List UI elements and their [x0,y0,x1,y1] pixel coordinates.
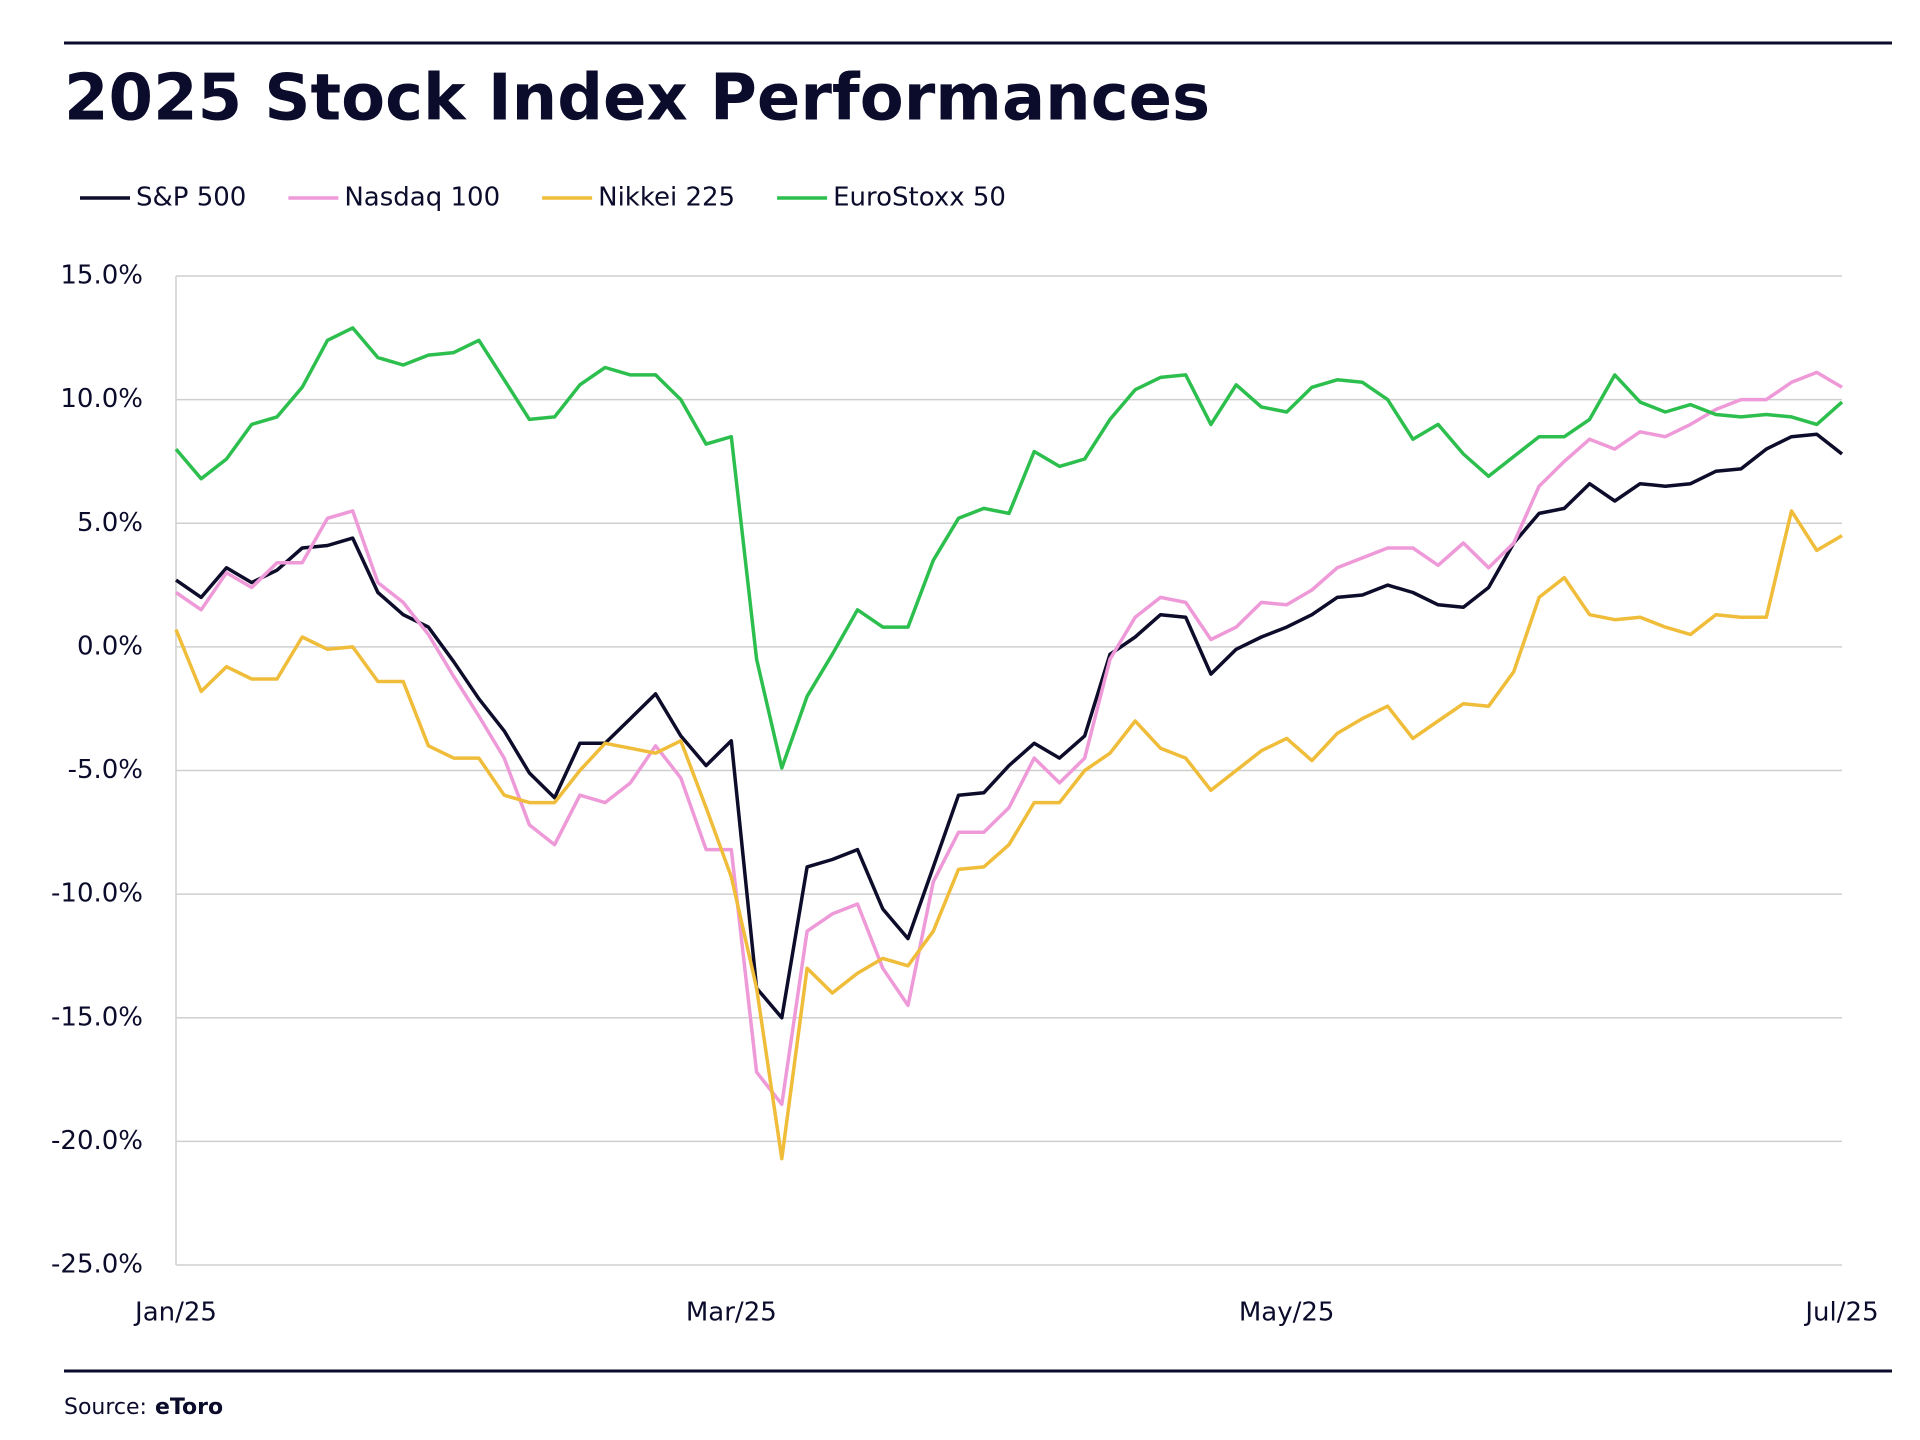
series-line [175,432,1844,1020]
y-tick-label: -15.0% [51,1002,143,1032]
y-tick-label: -25.0% [51,1250,143,1280]
legend-label: EuroStoxx 50 [833,183,1006,213]
source-name: eToro [155,1395,223,1420]
y-tick-label: 10.0% [60,384,143,414]
y-tick-label: -10.0% [51,879,143,909]
legend-label: S&P 500 [136,183,246,213]
x-tick-label: Mar/25 [686,1298,777,1328]
y-tick-label: 15.0% [60,261,143,291]
series-line [175,370,1843,1107]
y-tick-label: 0.0% [77,631,143,661]
x-tick-label: Jan/25 [133,1298,217,1328]
chart-title: 2025 Stock Index Performances [64,62,1210,136]
x-tick-label: Jul/25 [1803,1298,1878,1328]
x-tick-label: May/25 [1239,1298,1335,1328]
y-tick-label: 5.0% [77,508,143,538]
y-tick-label: -5.0% [68,755,143,785]
legend-label: Nasdaq 100 [344,183,500,213]
source-label: Source: [64,1395,147,1420]
series-line [174,509,1843,1161]
legend-label: Nikkei 225 [598,183,735,213]
series-line [174,326,1844,770]
y-tick-label: -20.0% [51,1126,143,1156]
